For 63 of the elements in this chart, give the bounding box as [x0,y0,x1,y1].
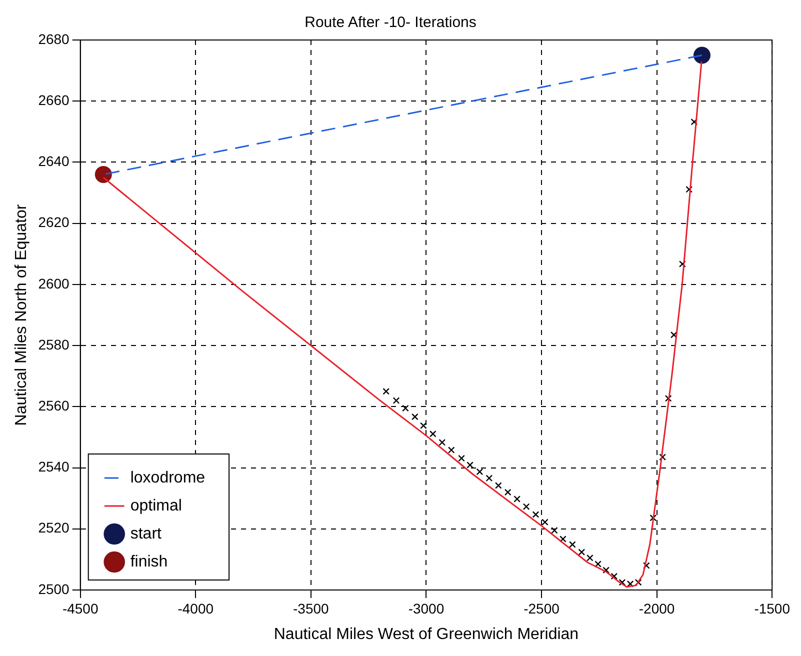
point [643,562,650,569]
point [550,526,558,534]
point [448,446,455,454]
point [626,580,634,588]
point [402,404,409,412]
point [494,482,502,489]
x-tick-label: -4500 [62,600,98,616]
point [486,474,493,482]
y-tick-label: 2500 [38,580,70,597]
y-tick-label: 2620 [38,214,70,230]
x-tick-label: -1500 [754,600,790,616]
y-axis-title: Nautical Miles North of Equator [13,204,30,426]
point [578,548,586,556]
point [686,186,693,193]
point [466,462,474,468]
y-tick-label: 2640 [38,153,70,170]
point [382,388,390,395]
point [670,331,678,338]
legend-label: finish [130,553,168,570]
point [94,166,112,183]
point [618,578,626,586]
y-tick-label: 2600 [38,275,70,292]
chart-title: Route After -10- Iterations [304,14,476,32]
y-tick-label: 2540 [38,458,70,475]
point [476,468,484,476]
point [392,397,400,404]
y-tick-label: 2680 [38,30,70,47]
point [411,413,418,420]
point [514,496,520,502]
point [420,422,427,430]
y-tick-label: 2660 [38,92,70,108]
point [659,454,666,461]
x-tick-label: -3500 [293,600,330,616]
point [602,566,610,574]
point [532,511,540,518]
legend-label: optimal [130,497,182,514]
point [586,554,594,562]
point [594,560,602,568]
point [522,503,530,510]
y-tick-label: 2580 [38,336,70,352]
x-axis-title: Nautical Miles West of Greenwich Meridian [274,626,579,643]
point [568,541,576,548]
point [664,394,672,402]
x-tick-label: -3000 [408,600,444,616]
point [504,488,512,496]
point [678,260,686,268]
point [458,454,465,462]
x-tick-label: -2000 [638,600,675,616]
point [429,430,436,438]
x-tick-label: -2500 [524,600,560,616]
y-tick-label: 2560 [38,398,70,414]
y-tick-label: 2520 [38,520,70,536]
point [560,536,566,542]
point [542,518,548,526]
legend-label: start [130,525,162,542]
point [634,578,642,586]
point [650,514,657,522]
point [694,46,710,64]
x-tick-label: -4000 [178,600,214,616]
point [438,438,446,446]
point [610,572,618,580]
point [690,118,698,126]
legend-label: loxodrome [130,469,206,486]
